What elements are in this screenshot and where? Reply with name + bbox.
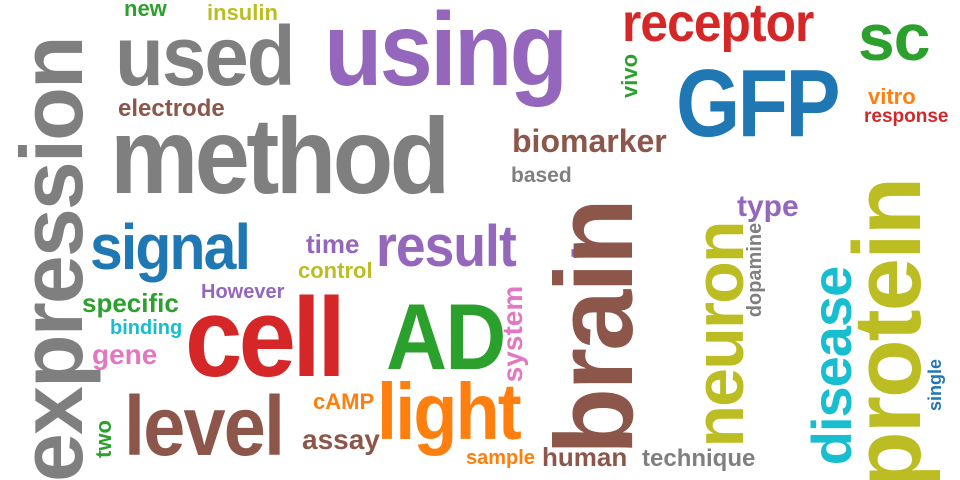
word-electrode: electrode xyxy=(118,95,225,122)
word-brain: brain xyxy=(533,201,656,455)
word-two: two xyxy=(91,420,116,458)
word-biomarker: biomarker xyxy=(512,123,667,159)
word-method: method xyxy=(110,95,450,216)
word-ad: AD xyxy=(386,284,506,389)
word-used: used xyxy=(115,9,296,103)
word-protein: protein xyxy=(834,178,941,480)
word-level: level xyxy=(124,379,285,473)
word-control: control xyxy=(298,258,373,283)
word-technique: technique xyxy=(642,445,756,472)
word-vivo: vivo xyxy=(617,53,642,99)
word-type: type xyxy=(737,190,799,223)
word-signal: signal xyxy=(90,211,251,283)
word-receptor: receptor xyxy=(622,0,814,53)
word-specific: specific xyxy=(82,288,179,318)
word-single: single xyxy=(925,359,945,412)
word-dopamine: dopamine xyxy=(744,222,766,318)
word-time: time xyxy=(306,229,360,259)
word-light: light xyxy=(377,367,522,456)
word-result: result xyxy=(376,214,517,279)
word-gene: gene xyxy=(92,339,158,370)
word-binding: binding xyxy=(110,317,183,339)
word-insulin: insulin xyxy=(207,0,278,25)
word-camp: cAMP xyxy=(313,389,375,414)
word-using: using xyxy=(324,0,568,108)
word-based: based xyxy=(511,164,572,187)
word-sc: sc xyxy=(858,0,930,74)
word-response: response xyxy=(864,106,949,127)
word-however: However xyxy=(201,281,285,303)
word-cell: cell xyxy=(185,275,346,400)
word-sample: sample xyxy=(466,447,535,469)
word-gfp: GFP xyxy=(676,50,841,157)
word-human: human xyxy=(542,442,628,472)
word-assay: assay xyxy=(302,424,380,455)
word-new: new xyxy=(124,0,167,21)
word-vitro: vitro xyxy=(868,84,916,109)
word-expression: expression xyxy=(2,37,101,480)
